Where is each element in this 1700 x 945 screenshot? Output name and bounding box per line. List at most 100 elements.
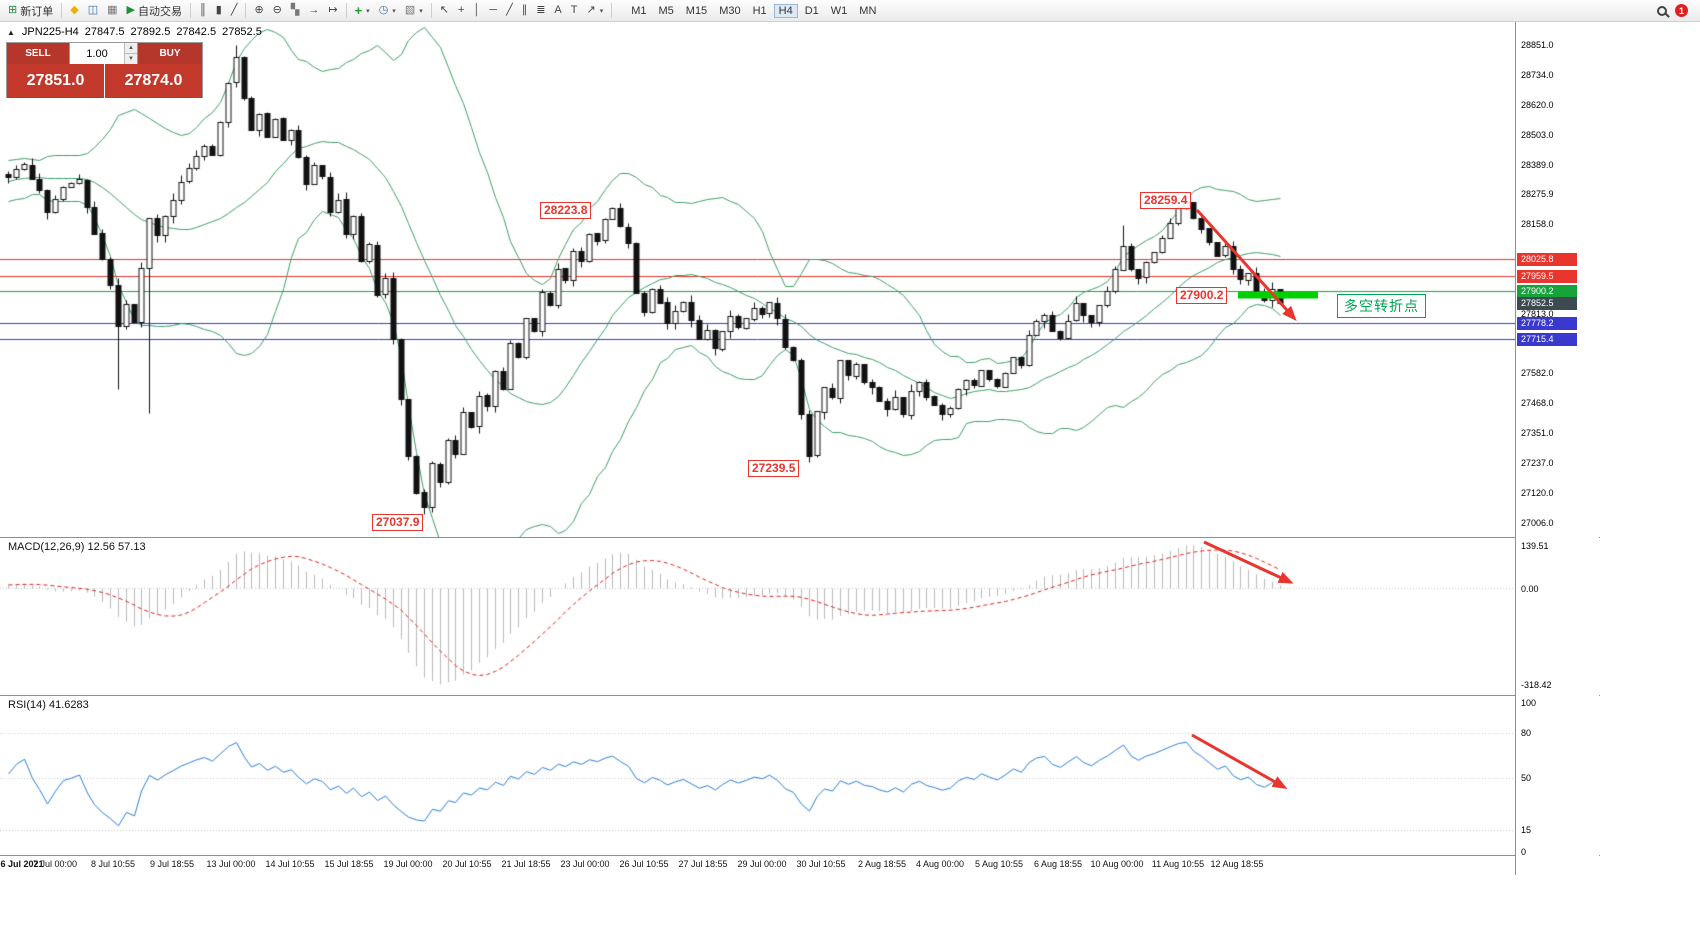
new-order-button[interactable]: ⊞ 新订单 — [4, 2, 57, 20]
text-button[interactable]: A — [550, 2, 565, 20]
chevron-down-icon: ▾ — [599, 7, 604, 15]
time-axis-label: 27 Jul 18:55 — [678, 859, 728, 869]
time-axis-label: 10 Aug 00:00 — [1090, 859, 1144, 869]
zoom-out-button[interactable]: ⊖ — [269, 2, 286, 20]
zoom-in-icon: ⊕ — [254, 4, 264, 16]
fibonacci-button[interactable]: ≣ — [532, 2, 549, 20]
macd-canvas[interactable] — [0, 538, 1515, 695]
price-tag: 27715.4 — [1517, 333, 1577, 346]
price-axis-label: 27006.0 — [1521, 518, 1554, 528]
templates-button[interactable]: ▧ ▾ — [401, 2, 427, 20]
toolbar-separator — [430, 3, 432, 18]
price-callout-label[interactable]: 27037.9 — [372, 514, 424, 531]
time-axis-label: 9 Jul 18:55 — [149, 859, 195, 869]
timeframe-button-D1[interactable]: D1 — [804, 4, 819, 17]
time-axis-label: 6 Aug 18:55 — [1033, 859, 1083, 869]
candle-chart-button[interactable]: ▮ — [212, 2, 226, 20]
time-axis-label: 14 Jul 10:55 — [265, 859, 315, 869]
indicators-icon: + — [354, 3, 363, 18]
timeframe-button-M1[interactable]: M1 — [631, 4, 647, 17]
buy-button[interactable]: BUY — [138, 43, 202, 64]
quotes-button[interactable]: ◆ — [66, 2, 82, 20]
price-tag: 28025.8 — [1517, 253, 1577, 266]
horizontal-line-button[interactable]: ─ — [485, 2, 501, 20]
macd-panel-separator[interactable] — [0, 537, 1600, 538]
sell-button[interactable]: SELL — [7, 43, 69, 64]
timeframe-button-M5[interactable]: M5 — [658, 4, 674, 17]
autotrading-label: 自动交易 — [137, 5, 182, 18]
profiles-button[interactable]: ◫ — [84, 2, 102, 20]
price-callout-label[interactable]: 27239.5 — [748, 460, 800, 477]
volume-increase-button[interactable]: ▲ — [125, 43, 137, 53]
price-axis-label: 27351.0 — [1521, 428, 1554, 438]
fibonacci-icon: ≣ — [536, 4, 546, 16]
price-axis-label: 27120.0 — [1521, 488, 1554, 498]
timeframe-button-H1[interactable]: H1 — [752, 4, 767, 17]
price-axis-label: 28275.9 — [1521, 189, 1554, 199]
timeframe-button-M15[interactable]: M15 — [685, 4, 708, 17]
text-label-icon: T — [570, 4, 578, 16]
crosshair-icon: + — [457, 4, 465, 16]
macd-axis-label: -318.42 — [1521, 679, 1552, 690]
vertical-line-icon: │ — [473, 4, 481, 16]
time-axis-label: 8 Jul 10:55 — [90, 859, 136, 869]
volume-decrease-button[interactable]: ▼ — [125, 53, 137, 64]
macd-axis-label: 0.00 — [1521, 583, 1539, 594]
indicators-button[interactable]: + ▾ — [351, 2, 374, 20]
quotes-icon: ◆ — [70, 4, 79, 16]
tile-windows-button[interactable]: ▚ — [287, 2, 303, 20]
bar-chart-button[interactable]: ║ — [195, 2, 211, 20]
timeframe-button-H4[interactable]: H4 — [773, 3, 798, 18]
cursor-button[interactable]: ↖ — [436, 2, 453, 20]
symbol-period-label: JPN225-H4 — [21, 26, 79, 38]
notification-badge[interactable]: 1 — [1675, 4, 1688, 17]
zoom-in-button[interactable]: ⊕ — [250, 2, 267, 20]
text-label-button[interactable]: T — [567, 2, 582, 20]
price-axis[interactable]: 28851.0 28734.0 28620.0 28503.0 28389.0 28275… — [1515, 22, 1599, 875]
time-axis-label: 19 Jul 00:00 — [383, 859, 433, 869]
sell-price-button[interactable]: 27851.0 — [7, 64, 104, 98]
one-click-collapse-icon[interactable]: ▲ — [7, 27, 15, 37]
time-axis[interactable]: 6 Jul 2021 7 Jul 00:00 8 Jul 10:55 9 Jul 18… — [0, 856, 1600, 874]
buy-price-button[interactable]: 27874.0 — [104, 64, 202, 98]
time-axis-label: 12 Aug 18:55 — [1210, 859, 1264, 869]
chart-shift-icon: ↦ — [328, 4, 338, 16]
auto-scroll-button[interactable]: → — [304, 2, 323, 20]
low-value: 27842.5 — [176, 26, 217, 38]
price-callout-label[interactable]: 27900.2 — [1176, 287, 1228, 304]
channel-button[interactable]: ∥ — [518, 2, 532, 20]
search-icon[interactable] — [1657, 5, 1667, 16]
data-window-button[interactable]: ▦ — [103, 2, 121, 20]
price-callout-label[interactable]: 28223.8 — [540, 202, 592, 219]
time-axis-label: 6 Jul 2021 — [0, 859, 44, 869]
autotrading-button[interactable]: ▶ 自动交易 — [123, 2, 186, 20]
data-window-icon: ▦ — [107, 4, 118, 16]
time-axis-label: 15 Jul 18:55 — [324, 859, 374, 869]
crosshair-button[interactable]: + — [454, 2, 468, 20]
line-chart-button[interactable]: ╱ — [227, 2, 242, 20]
timeframe-button-MN[interactable]: MN — [859, 4, 877, 17]
vertical-line-button[interactable]: │ — [469, 2, 484, 20]
trendline-button[interactable]: ╱ — [502, 2, 517, 20]
chevron-down-icon: ▾ — [392, 7, 396, 15]
periods-button[interactable]: ◷ ▾ — [375, 2, 400, 20]
autotrading-icon: ▶ — [126, 4, 135, 16]
arrows-tool-button[interactable]: ↗ ▾ — [582, 2, 607, 20]
timeframe-button-M30[interactable]: M30 — [719, 4, 741, 17]
price-axis-label: 27237.0 — [1521, 458, 1554, 468]
time-axis-label: 5 Aug 10:55 — [974, 859, 1024, 869]
price-callout-label[interactable]: 28259.4 — [1140, 192, 1192, 209]
volume-input[interactable] — [70, 43, 124, 64]
rsi-canvas[interactable] — [0, 696, 1515, 855]
chevron-down-icon: ▾ — [366, 7, 370, 15]
timeframe-button-W1[interactable]: W1 — [830, 4, 848, 17]
macd-header: MACD(12,26,9) 12.56 57.13 — [8, 541, 146, 553]
rsi-panel-separator[interactable] — [0, 695, 1600, 696]
line-chart-icon: ╱ — [230, 4, 238, 16]
turning-point-label[interactable]: 多空转折点 — [1337, 294, 1426, 318]
chart-shift-button[interactable]: ↦ — [324, 2, 341, 20]
volume-spinner: ▲ ▼ — [124, 43, 137, 64]
time-axis-label: 23 Jul 00:00 — [560, 859, 610, 869]
